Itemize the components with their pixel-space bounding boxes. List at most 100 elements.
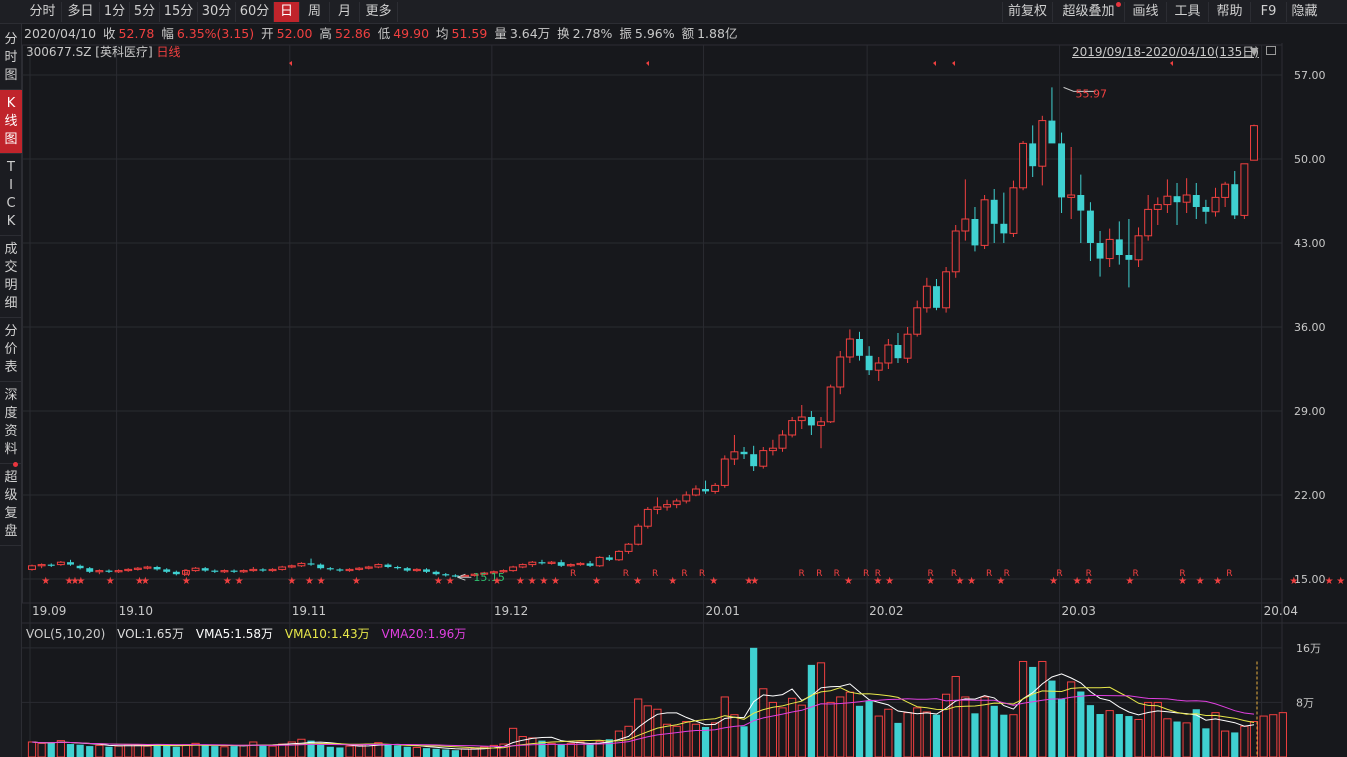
toolbar-button-6[interactable]: 隐藏 <box>1286 2 1322 22</box>
candle-body <box>1134 235 1143 261</box>
vma20-line <box>31 694 1255 748</box>
volume-bar <box>1077 691 1085 757</box>
candle-body <box>1125 255 1133 260</box>
candle-body <box>691 488 700 496</box>
candle-body <box>1077 195 1085 211</box>
candle-body <box>336 569 344 571</box>
toolbar-button-1[interactable]: 超级叠加 <box>1052 2 1124 22</box>
candle-body <box>317 564 325 569</box>
volume-bar <box>807 664 815 757</box>
volume-bar <box>605 739 613 757</box>
volume-bar <box>845 691 854 757</box>
candle-body <box>586 563 594 566</box>
candle-body <box>95 570 104 573</box>
volume-bar <box>932 714 941 757</box>
volume-bar <box>1259 715 1268 757</box>
volume-bar <box>76 744 84 757</box>
candle-body <box>470 573 479 576</box>
volume-bar <box>201 745 209 757</box>
toolbar-button-4[interactable]: 帮助 <box>1208 2 1250 22</box>
signal-star: ★ <box>633 576 642 587</box>
signal-star: ★ <box>551 576 560 587</box>
period-tab-4[interactable]: 15分 <box>160 2 198 22</box>
top-flag-marker <box>933 61 936 66</box>
signal-star: ★ <box>1125 576 1134 587</box>
signal-star: ★ <box>996 576 1005 587</box>
signal-r: R <box>927 569 933 579</box>
vma10-value: VMA10:1.43万 <box>284 627 370 641</box>
kline-chart[interactable]: 57.00 50.00 43.00 36.00 29.00 22.00 15.00 16万 8万… <box>22 43 1347 757</box>
candle-body <box>817 421 825 426</box>
period-tab-6[interactable]: 60分 <box>236 2 274 22</box>
range-controls[interactable]: ▼ <box>1250 45 1276 58</box>
volume-bar <box>557 744 565 757</box>
period-tab-7[interactable]: 日 <box>274 2 300 22</box>
candle-body <box>576 562 585 566</box>
sidebar-tab-5[interactable]: 深度资料 <box>0 382 22 464</box>
vma5-value: VMA5:1.58万 <box>195 627 274 641</box>
window-icon[interactable] <box>1265 46 1276 55</box>
candle-body <box>730 451 739 460</box>
date-range-link[interactable]: 2019/09/18-2020/04/10(135日) <box>1072 45 1259 59</box>
volume-bar <box>768 701 778 757</box>
signal-r: R <box>1133 569 1139 579</box>
volume-bar <box>1038 660 1047 757</box>
volume-bar <box>326 746 334 757</box>
signal-star: ★ <box>135 576 144 587</box>
candle-body <box>451 575 459 577</box>
volume-bar <box>538 740 546 757</box>
period-tab-9[interactable]: 月 <box>330 2 360 22</box>
volume-bar <box>403 746 411 757</box>
volume-bar <box>268 745 277 757</box>
signal-star: ★ <box>709 576 718 587</box>
candle-body <box>249 568 258 572</box>
sidebar-tab-3[interactable]: 成交明细 <box>0 236 22 318</box>
signal-r: R <box>1004 569 1010 579</box>
change-label: 幅 <box>161 26 174 41</box>
volume-bar <box>759 688 768 757</box>
signal-star: ★ <box>528 576 537 587</box>
signal-r: R <box>699 569 705 579</box>
candle-body <box>1096 243 1104 259</box>
candle-body <box>86 568 94 572</box>
period-tab-0[interactable]: 分时 <box>24 2 62 22</box>
period-tab-10[interactable]: 更多 <box>360 2 398 22</box>
date-tick-label: 19.09 <box>32 604 66 618</box>
candle-body <box>768 447 777 452</box>
period-tab-1[interactable]: 多日 <box>62 2 100 22</box>
signal-r: R <box>951 569 957 579</box>
candle-body <box>894 345 902 359</box>
candle-body <box>750 454 758 467</box>
volume-bar <box>489 744 498 757</box>
volume-bar <box>1018 660 1028 757</box>
period-toolbar: 分时 多日 1分 5分 15分 30分 60分日周月更多 前复权 超级叠加 画线 工具 帮助 F9 隐藏 <box>0 0 1347 24</box>
candle-body <box>1163 195 1172 206</box>
candle-body <box>1048 120 1056 144</box>
candle-body <box>1038 120 1047 167</box>
period-tab-3[interactable]: 5分 <box>130 2 160 22</box>
candle-body <box>547 561 556 564</box>
sidebar-tab-4[interactable]: 分价表 <box>0 318 22 382</box>
toolbar-button-3[interactable]: 工具 <box>1166 2 1208 22</box>
toolbar-button-5[interactable]: F9 <box>1250 2 1286 22</box>
sidebar-tab-0[interactable]: 分时图 <box>0 26 22 90</box>
candle-body <box>1153 204 1162 210</box>
volume-bar <box>816 662 826 757</box>
price-panel-frame <box>22 44 1283 604</box>
volume-bar <box>307 740 315 757</box>
dropdown-icon[interactable]: ▼ <box>1250 45 1259 58</box>
candle-body <box>47 564 55 566</box>
sidebar-tab-6[interactable]: 超级复盘 <box>0 464 22 546</box>
candle-body <box>538 562 546 564</box>
period-tab-5[interactable]: 30分 <box>198 2 236 22</box>
toolbar-button-0[interactable]: 前复权 <box>1002 2 1052 22</box>
signal-star: ★ <box>1336 576 1345 587</box>
toolbar-button-2[interactable]: 画线 <box>1124 2 1166 22</box>
volume-bar <box>1269 714 1278 757</box>
candle-body <box>595 556 604 567</box>
period-tab-8[interactable]: 周 <box>300 2 330 22</box>
amplitude-label: 振 <box>619 26 632 41</box>
period-tab-2[interactable]: 1分 <box>100 2 130 22</box>
